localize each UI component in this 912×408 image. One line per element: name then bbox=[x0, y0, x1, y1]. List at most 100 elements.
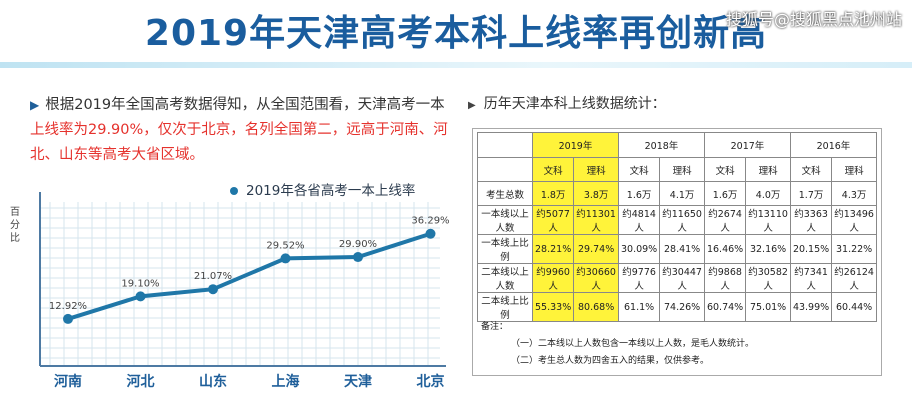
watermark: 搜狐号@搜狐黑点池州站 bbox=[725, 10, 902, 29]
row-header: 二本线上比例 bbox=[477, 292, 533, 322]
data-label: 21.07% bbox=[194, 271, 232, 282]
subject-header: 文科 bbox=[617, 157, 661, 182]
table-cell: 约13110人 bbox=[745, 205, 791, 235]
row-header: 考生总数 bbox=[477, 181, 533, 206]
table-corner bbox=[477, 157, 533, 182]
table-cell: 31.22% bbox=[831, 234, 877, 264]
notes-title: 备注： bbox=[481, 322, 509, 332]
data-label: 19.10% bbox=[121, 278, 159, 289]
note-item: （一）二本线以上人数包含一本线以上人数，是毛人数统计。 bbox=[511, 339, 755, 349]
table-cell: 约3363人 bbox=[789, 205, 833, 235]
table-cell: 约9960人 bbox=[531, 263, 575, 293]
table-cell: 1.6万 bbox=[703, 181, 747, 206]
x-tick-label: 天津 bbox=[344, 373, 372, 390]
x-tick-label: 山东 bbox=[199, 373, 227, 390]
intro-text: ▶ 根据2019年全国高考数据得知，从全国范围看，天津高考一本上线率为29.90%… bbox=[30, 93, 450, 168]
table-cell: 约30447人 bbox=[659, 263, 705, 293]
table-title-text: 历年天津本科上线数据统计： bbox=[483, 96, 666, 112]
legend-dot-icon bbox=[230, 187, 238, 195]
table-cell: 80.68% bbox=[573, 292, 619, 322]
subject-header: 理科 bbox=[831, 157, 877, 182]
data-label: 36.29% bbox=[411, 216, 449, 227]
subject-header: 文科 bbox=[703, 157, 747, 182]
table-row: 考生总数 1.8万 3.8万 1.6万 4.1万 1.6万 4.0万 1.7万 … bbox=[477, 181, 877, 206]
table-cell: 约2674人 bbox=[703, 205, 747, 235]
data-point bbox=[353, 252, 363, 263]
table-cell: 28.21% bbox=[531, 234, 575, 264]
table-cell: 约11301人 bbox=[573, 205, 619, 235]
table-cell: 1.8万 bbox=[531, 181, 575, 206]
table-header-years: 2019年 2018年 2017年 2016年 bbox=[477, 132, 878, 158]
table-row: 二本线上比例 55.33% 80.68% 61.1% 74.26% 60.74%… bbox=[477, 292, 877, 322]
row-header: 一本线以上人数 bbox=[477, 205, 533, 235]
row-header: 一本线上比例 bbox=[477, 234, 533, 264]
data-point bbox=[280, 253, 291, 264]
chart-legend: 2019年各省高考一本上线率 bbox=[230, 179, 415, 199]
x-tick-label: 河北 bbox=[127, 373, 155, 390]
arrow-icon: ▶ bbox=[468, 100, 476, 111]
data-point bbox=[63, 313, 73, 324]
table-cell: 3.8万 bbox=[573, 181, 619, 206]
year-header: 2016年 bbox=[789, 132, 878, 158]
table-cell: 28.41% bbox=[659, 234, 705, 264]
table-cell: 60.74% bbox=[703, 292, 747, 322]
table-cell: 约30660人 bbox=[573, 263, 619, 293]
table-cell: 30.09% bbox=[617, 234, 661, 264]
stats-table: 2019年 2018年 2017年 2016年 文科 理科 文科 理科 文科 理… bbox=[477, 132, 878, 322]
series-line bbox=[67, 231, 432, 321]
data-label: 29.90% bbox=[339, 239, 377, 250]
subject-header: 理科 bbox=[573, 157, 619, 182]
table-cell: 32.16% bbox=[745, 234, 791, 264]
table-row: 一本线以上人数 约5077人 约11301人 约4814人 约11650人 约2… bbox=[477, 205, 877, 235]
table-row: 一本线上比例 28.21% 29.74% 30.09% 28.41% 16.46… bbox=[477, 234, 877, 264]
y-axis-label: 百分比 bbox=[10, 207, 20, 244]
table-header-subjects: 文科 理科 文科 理科 文科 理科 文科 理科 bbox=[477, 157, 877, 182]
table-cell: 74.26% bbox=[659, 292, 705, 322]
row-header: 二本线以上人数 bbox=[477, 263, 533, 293]
table-cell: 约7341人 bbox=[789, 263, 833, 293]
table-cell: 1.6万 bbox=[617, 181, 661, 206]
arrow-icon: ▶ bbox=[30, 98, 40, 112]
table-row: 二本线以上人数 约9960人 约30660人 约9776人 约30447人 约9… bbox=[477, 263, 877, 293]
subject-header: 文科 bbox=[789, 157, 833, 182]
table-cell: 20.15% bbox=[789, 234, 833, 264]
table-cell: 60.44% bbox=[831, 292, 877, 322]
table-cell: 43.99% bbox=[789, 292, 833, 322]
table-cell: 4.0万 bbox=[745, 181, 791, 206]
table-cell: 约9868人 bbox=[703, 263, 747, 293]
table-cell: 约13496人 bbox=[831, 205, 877, 235]
data-point bbox=[208, 284, 218, 295]
data-point bbox=[135, 291, 146, 302]
table-cell: 61.1% bbox=[617, 292, 661, 322]
table-cell: 约30582人 bbox=[745, 263, 791, 293]
page-title: 2019年天津高考本科上线率再创新高 bbox=[144, 13, 768, 54]
year-header: 2018年 bbox=[617, 132, 705, 158]
table-cell: 55.33% bbox=[531, 292, 575, 322]
intro-highlight: 上线率为29.90%，仅次于北京，名列全国第二，远高于河南、河北、山东等高考大省… bbox=[30, 122, 448, 163]
table-cell: 约4814人 bbox=[617, 205, 661, 235]
table-cell: 约11650人 bbox=[659, 205, 705, 235]
table-corner bbox=[477, 132, 533, 158]
legend-label: 2019年各省高考一本上线率 bbox=[246, 183, 416, 199]
line-chart: 12.92% 河南 19.10% 河北 21.07% 山东 29.52% 上海 29.90% 天津… bbox=[39, 192, 450, 390]
data-label: 12.92% bbox=[49, 301, 87, 312]
stats-table-panel: 2019年 2018年 2017年 2016年 文科 理科 文科 理科 文科 理… bbox=[472, 128, 882, 376]
table-cell: 约5077人 bbox=[531, 205, 575, 235]
table-cell: 16.46% bbox=[703, 234, 747, 264]
table-cell: 4.1万 bbox=[659, 181, 705, 206]
data-label: 29.52% bbox=[266, 240, 304, 251]
note-item: （二）考生总人数为四舍五入的结果，仅供参考。 bbox=[511, 356, 710, 366]
x-tick-label: 北京 bbox=[417, 373, 445, 390]
table-cell: 75.01% bbox=[745, 292, 791, 322]
subject-header: 理科 bbox=[659, 157, 705, 182]
x-tick-label: 上海 bbox=[272, 373, 300, 390]
table-cell: 4.3万 bbox=[831, 181, 877, 206]
subject-header: 理科 bbox=[745, 157, 791, 182]
table-cell: 1.7万 bbox=[789, 181, 833, 206]
table-notes: 备注： （一）二本线以上人数包含一本线以上人数，是毛人数统计。 （二）考生总人数… bbox=[481, 319, 754, 370]
table-cell: 约9776人 bbox=[617, 263, 661, 293]
intro-part1: 根据2019年全国高考数据得知，从全国范围看，天津高考一本 bbox=[45, 97, 445, 113]
table-title: ▶ 历年天津本科上线数据统计： bbox=[468, 93, 666, 113]
table-cell: 29.74% bbox=[573, 234, 619, 264]
table-cell: 约26124人 bbox=[831, 263, 877, 293]
